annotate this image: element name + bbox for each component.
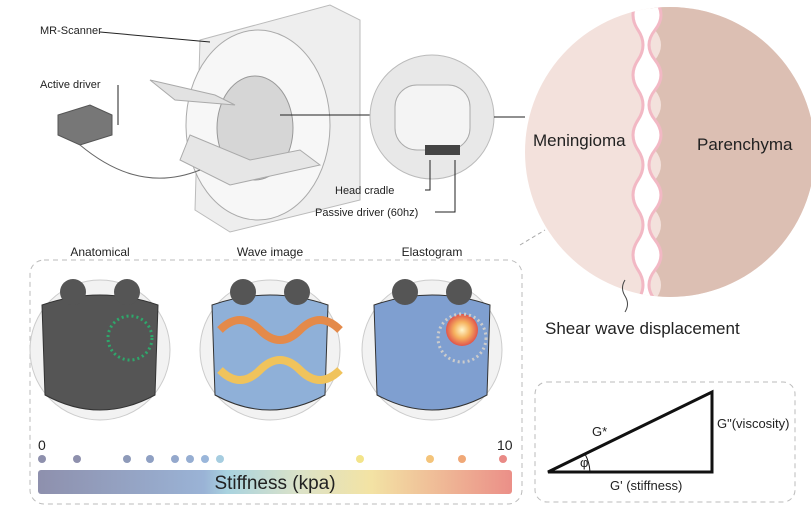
zoom-circle <box>525 7 811 297</box>
label: Meningioma <box>533 131 626 150</box>
panel-title: Wave image <box>237 245 304 259</box>
colorbar-max: 10 <box>497 437 513 453</box>
label: Passive driver (60hz) <box>315 207 418 219</box>
label: G' (stiffness) <box>610 478 682 493</box>
label: G* <box>592 424 607 439</box>
panel-title: Anatomical <box>70 245 129 259</box>
colorbar-dot <box>201 455 209 463</box>
active-driver-box <box>57 104 201 179</box>
colorbar-dot <box>356 455 364 463</box>
ear-pad <box>60 279 86 305</box>
triangle-box <box>534 381 796 503</box>
triangle <box>547 389 714 474</box>
colorbar-dot <box>38 455 46 463</box>
label: φ <box>580 455 588 470</box>
tumor-outline <box>436 312 488 364</box>
ear-pad <box>446 279 472 305</box>
ear-pad <box>284 279 310 305</box>
colorbar-dot <box>123 455 131 463</box>
label: MR-Scanner <box>40 25 102 37</box>
colorbar-dot <box>73 455 81 463</box>
tumor-outline <box>106 314 154 362</box>
wave <box>217 356 343 384</box>
label: Head cradle <box>335 185 394 197</box>
ear-pad <box>114 279 140 305</box>
colorbar-label: Stiffness (kpa) <box>214 473 335 494</box>
colorbar-dot <box>216 455 224 463</box>
colorbar <box>38 470 512 494</box>
brain <box>373 294 491 411</box>
label: Active driver <box>40 79 101 91</box>
colorbar-dot <box>426 455 434 463</box>
colorbar-min: 0 <box>38 437 46 453</box>
panel-box <box>29 259 523 505</box>
label: G"(viscosity) <box>717 416 790 431</box>
colorbar-dot <box>458 455 466 463</box>
colorbar-dot <box>499 455 507 463</box>
brain <box>211 294 329 411</box>
ear-pad <box>230 279 256 305</box>
caption: Shear wave displacement <box>545 319 740 338</box>
wave <box>217 316 343 344</box>
colorbar-dot <box>186 455 194 463</box>
tumor <box>446 314 478 346</box>
ear-pad <box>392 279 418 305</box>
mr-scanner <box>149 4 361 233</box>
colorbar-dot <box>171 455 179 463</box>
label: Parenchyma <box>697 135 793 154</box>
colorbar-dot <box>146 455 154 463</box>
brain <box>41 294 159 411</box>
panel-title: Elastogram <box>402 245 463 259</box>
